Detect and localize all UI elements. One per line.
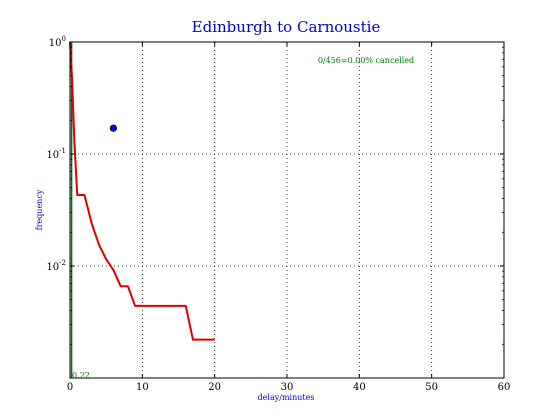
x-ticks: 0 10 20 30 40 50 60 <box>67 42 511 393</box>
x-tick-label: 50 <box>425 382 438 393</box>
y-tick-label: 100 <box>49 35 66 49</box>
cancelled-annotation: 0/456=0.00% cancelled <box>318 56 414 65</box>
x-tick-label: 30 <box>281 382 294 393</box>
series-layer <box>69 41 215 378</box>
chart-title: Edinburgh to Carnoustie <box>192 18 381 36</box>
x-tick-label: 10 <box>136 382 149 393</box>
y-tick-label: 10-1 <box>46 147 66 161</box>
x-tick-label: 40 <box>353 382 366 393</box>
x-tick-label: 60 <box>498 382 511 393</box>
grid <box>70 42 504 378</box>
x-tick-label: 0 <box>67 382 73 393</box>
y-tick-label: 10-2 <box>46 259 66 273</box>
mean-label: 0.22 <box>72 371 90 380</box>
x-tick-label: 20 <box>208 382 221 393</box>
y-axis-label: frequency <box>35 189 44 230</box>
data-point <box>109 124 118 132</box>
x-axis-label: delay/minutes <box>258 393 315 402</box>
frequency-series-line <box>69 41 215 341</box>
y-ticks: 100 10-1 10-2 <box>46 35 504 345</box>
